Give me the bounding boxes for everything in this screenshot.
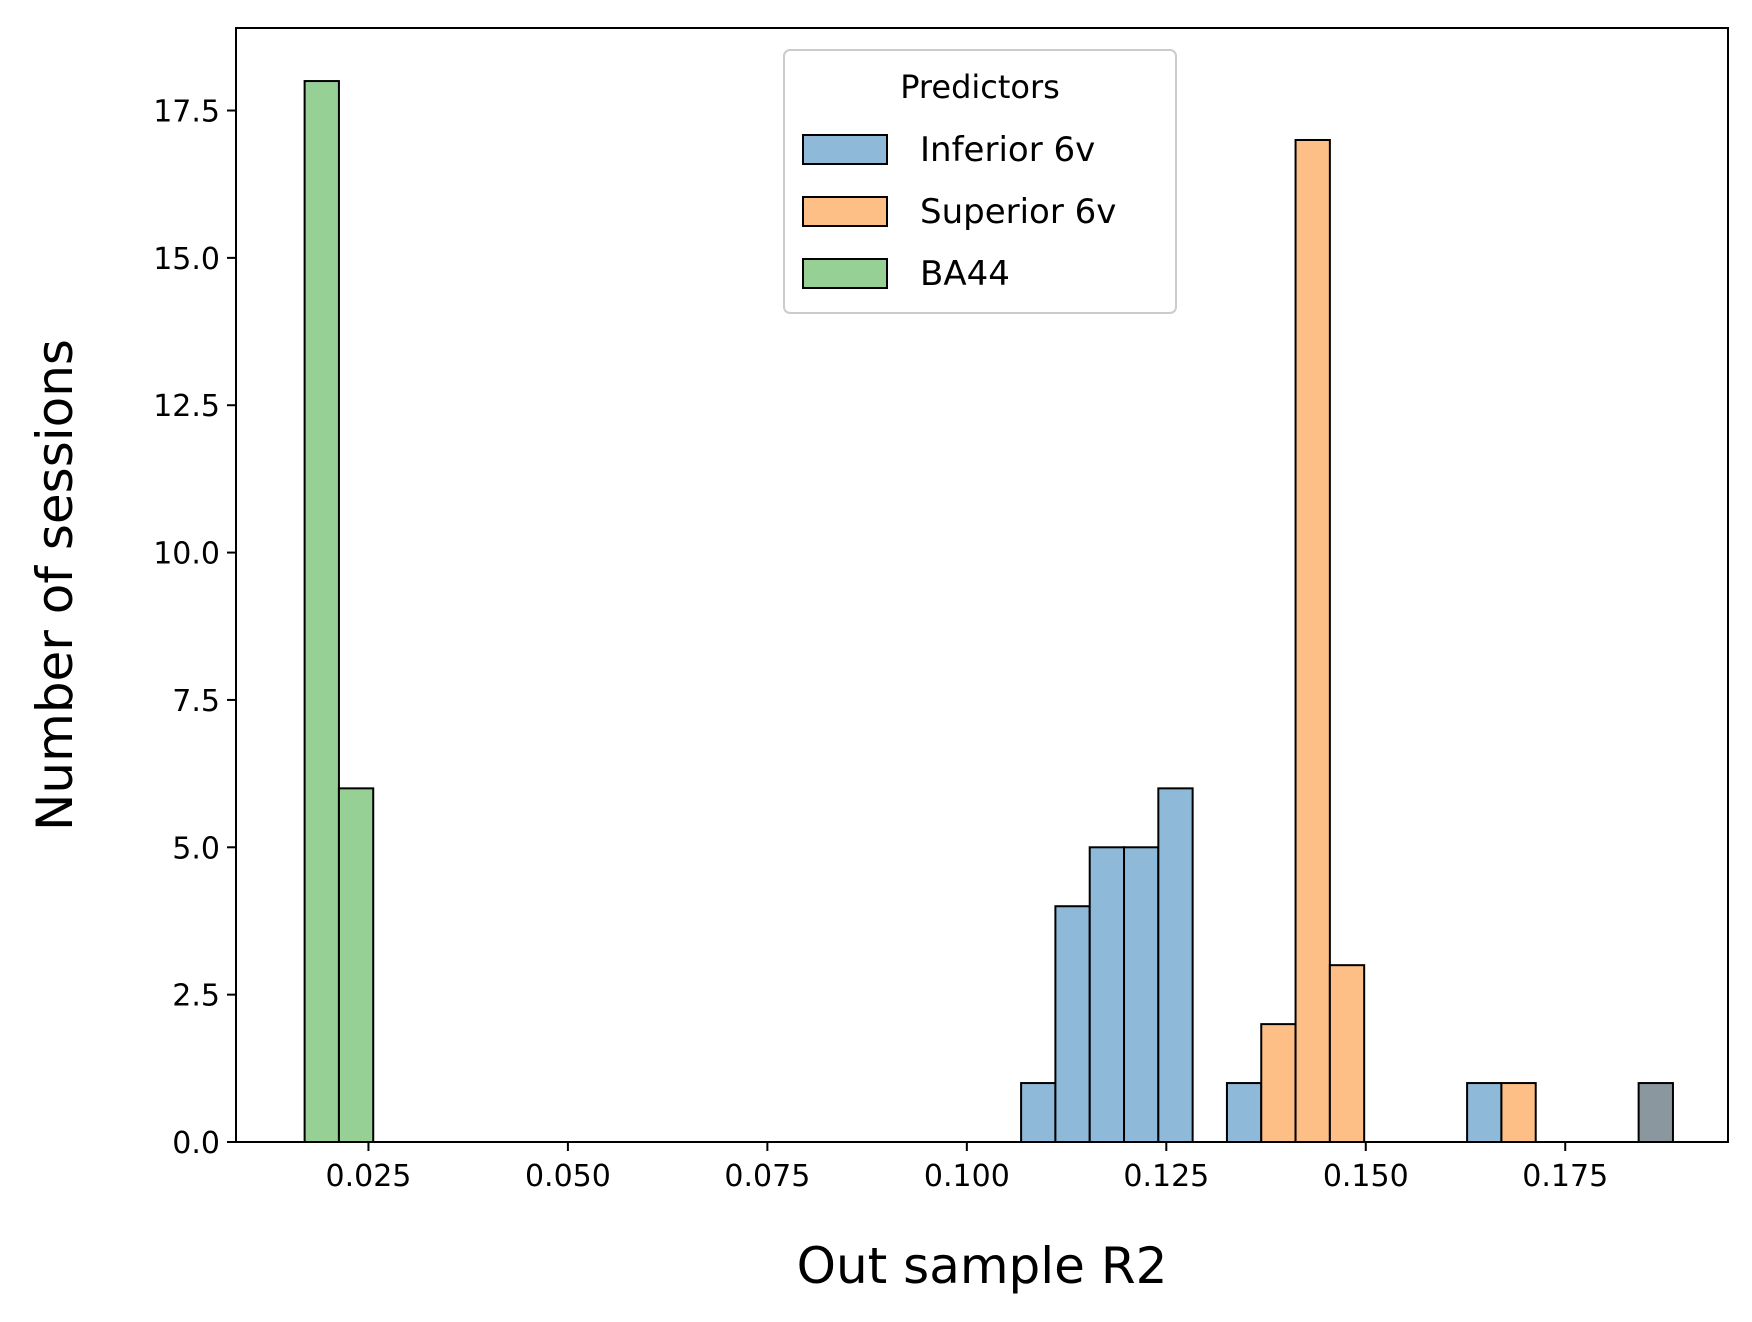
histogram-bar [1157,787,1194,1143]
legend: Predictors Inferior 6v Superior 6v BA44 [783,49,1177,314]
legend-swatch [802,258,888,289]
plot-frame [235,27,1729,1143]
histogram-bar [1260,1023,1297,1143]
y-tick-label: 12.5 [153,389,220,424]
y-axis: 0.0 2.5 5.0 7.5 10.0 12.5 15.0 17.5 [153,95,236,1161]
y-tick-label: 17.5 [153,95,220,130]
histogram-bar [1020,1082,1057,1144]
x-tick-label: 0.100 [924,1159,1010,1194]
x-axis: 0.025 0.050 0.075 0.100 0.125 0.150 0.175 [325,1142,1608,1194]
legend-title: Predictors [900,68,1060,106]
x-tick-label: 0.125 [1123,1159,1209,1194]
legend-entries: Inferior 6v Superior 6v BA44 [802,130,1116,294]
x-tick-label: 0.075 [724,1159,810,1194]
histogram-bar [1225,1082,1263,1144]
histogram-bar [1294,138,1331,1144]
y-tick-label: 0.0 [172,1126,220,1161]
bars-layer [303,80,1674,1144]
x-tick-label: 0.025 [325,1159,411,1194]
y-tick-label: 2.5 [172,979,220,1014]
histogram-bar [1123,846,1160,1143]
x-tick-label: 0.175 [1522,1159,1608,1194]
histogram-bar [303,80,340,1143]
x-tick-label: 0.150 [1323,1159,1409,1194]
x-axis-title: Out sample R2 [797,1237,1168,1295]
histogram-bar [1466,1082,1503,1144]
legend-box [783,49,1177,314]
histogram-bar [1500,1082,1537,1144]
y-tick-label: 5.0 [172,831,220,866]
y-axis-title: Number of sessions [26,339,84,831]
y-tick-label: 7.5 [172,684,220,719]
y-tick-label: 15.0 [153,242,220,277]
legend-label: Inferior 6v [920,130,1095,170]
legend-swatch [802,134,888,165]
legend-label: BA44 [920,254,1010,294]
histogram-bar [1054,905,1091,1143]
histogram-bar [1328,964,1366,1143]
legend-label: Superior 6v [920,192,1116,232]
histogram-bar [1637,1082,1674,1144]
legend-swatch [802,196,888,227]
histogram-bar [337,787,375,1143]
x-tick-label: 0.050 [525,1159,611,1194]
y-tick-label: 10.0 [153,537,220,572]
histogram-bar [1088,846,1126,1143]
